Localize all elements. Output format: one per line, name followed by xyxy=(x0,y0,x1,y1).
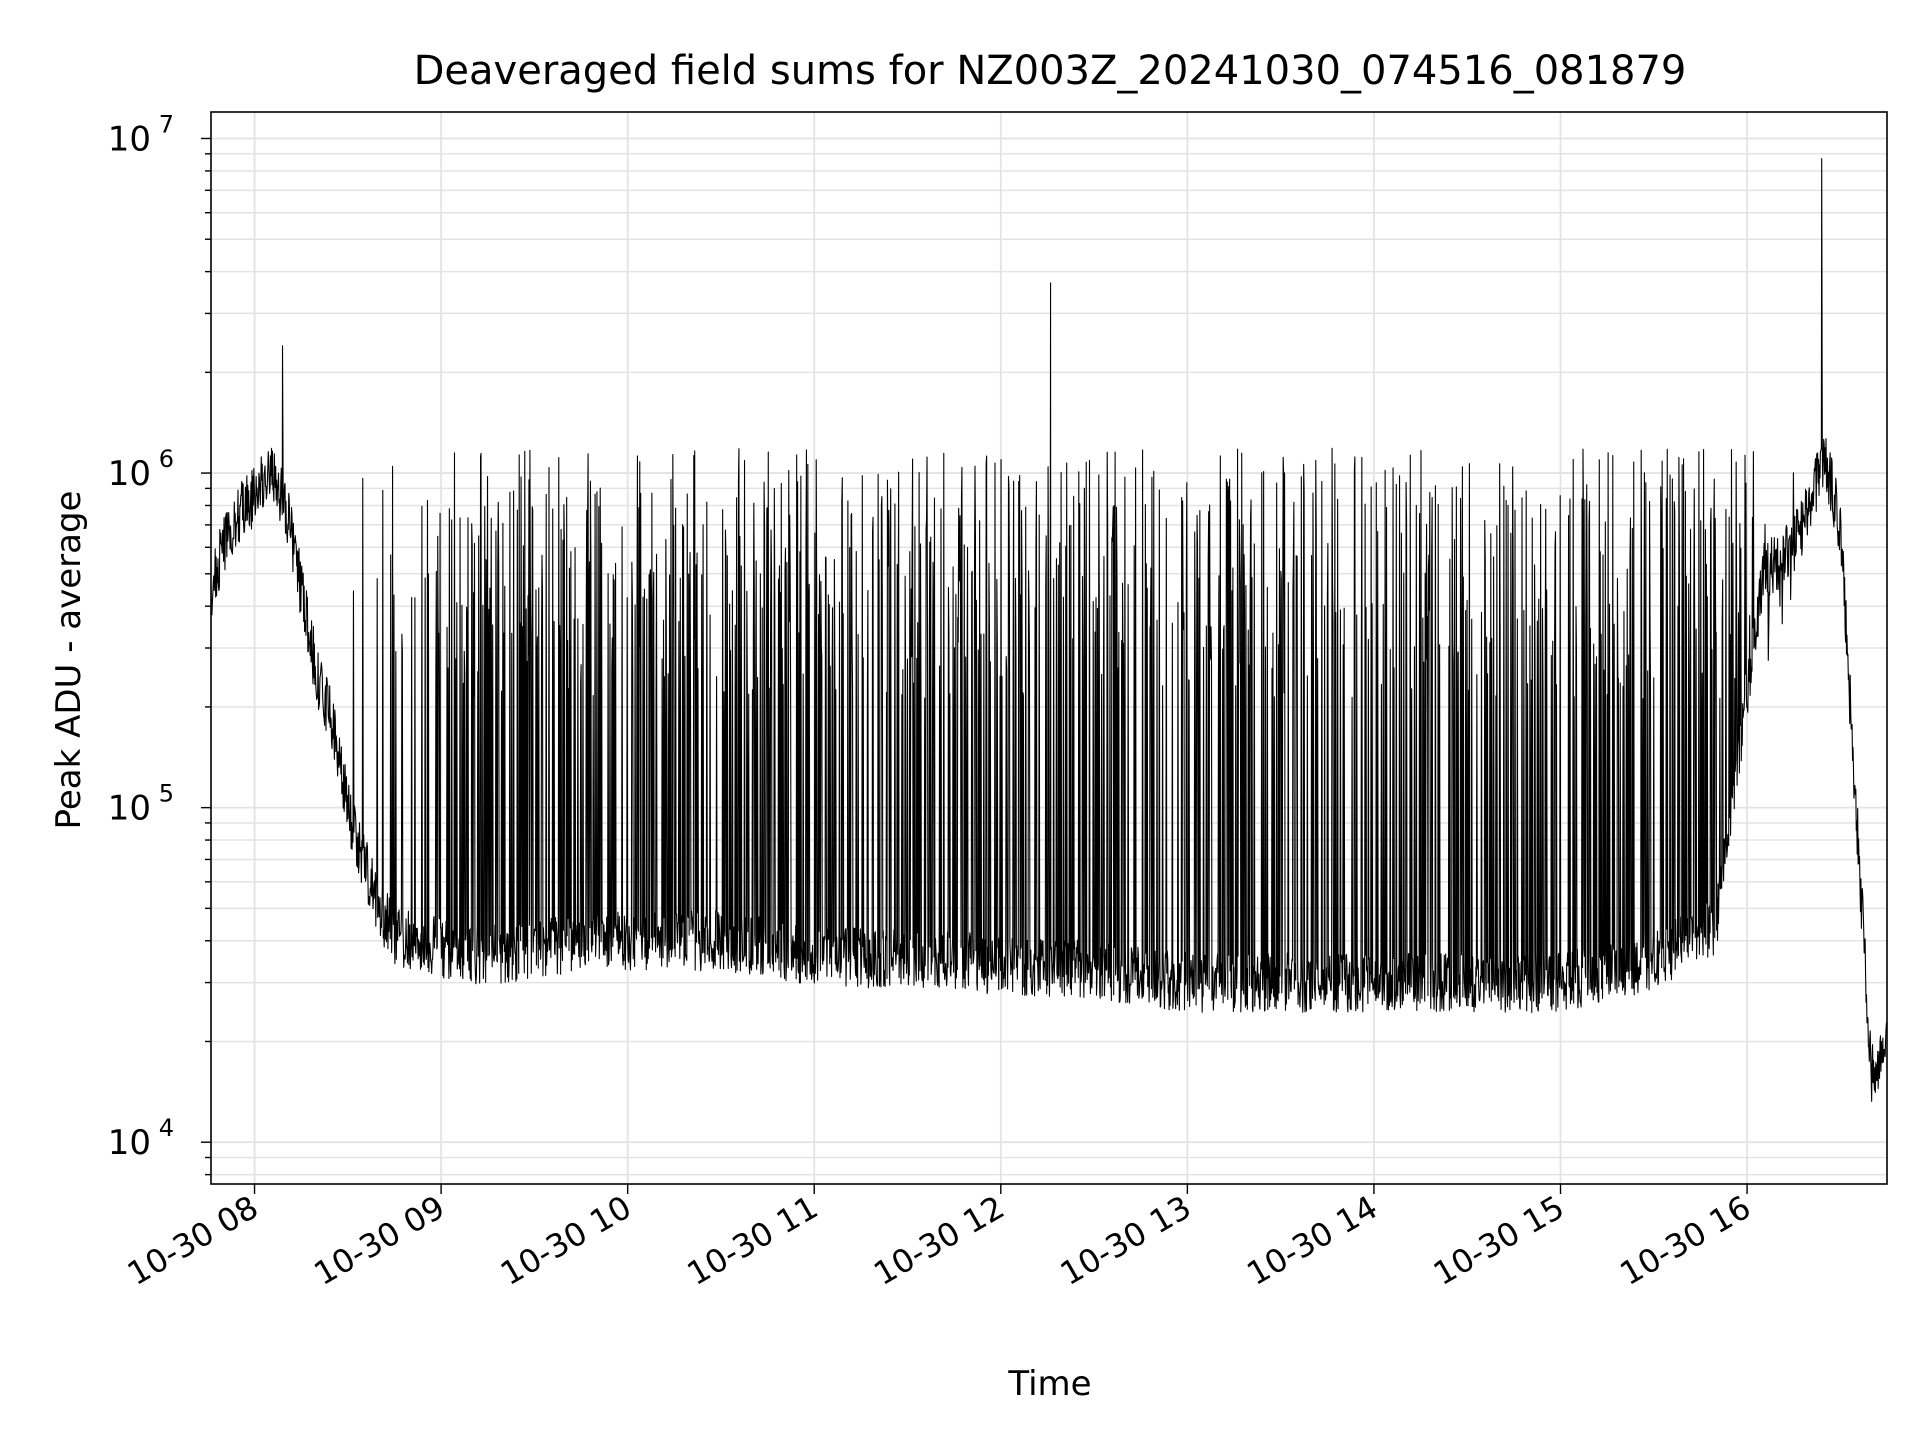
series-line xyxy=(210,158,1888,1102)
y-tick-exponent: 6 xyxy=(159,445,174,473)
plot-layer xyxy=(210,158,1888,1102)
x-tick-label: 10-30 11 xyxy=(681,1188,825,1293)
x-tick-label: 10-30 09 xyxy=(308,1188,452,1293)
y-axis-label: Peak ADU - average xyxy=(49,491,89,830)
y-tick-label: 10 xyxy=(108,454,151,494)
y-tick-label: 10 xyxy=(108,119,151,159)
x-tick-label: 10-30 15 xyxy=(1427,1188,1571,1293)
x-tick-label: 10-30 08 xyxy=(121,1188,265,1293)
y-tick-exponent: 7 xyxy=(159,110,174,138)
chart-title: Deaveraged field sums for NZ003Z_2024103… xyxy=(414,48,1687,94)
y-tick-label: 10 xyxy=(108,789,151,829)
x-tick-label: 10-30 13 xyxy=(1054,1188,1198,1293)
x-tick-label: 10-30 12 xyxy=(867,1188,1011,1293)
x-tick-label: 10-30 14 xyxy=(1240,1188,1384,1293)
x-axis-label: Time xyxy=(1007,1364,1091,1404)
x-tick-label: 10-30 10 xyxy=(494,1188,638,1293)
y-tick-exponent: 5 xyxy=(159,780,174,808)
y-tick-exponent: 4 xyxy=(159,1114,174,1142)
x-tick-label: 10-30 16 xyxy=(1613,1188,1757,1293)
y-tick-label: 10 xyxy=(108,1123,151,1163)
